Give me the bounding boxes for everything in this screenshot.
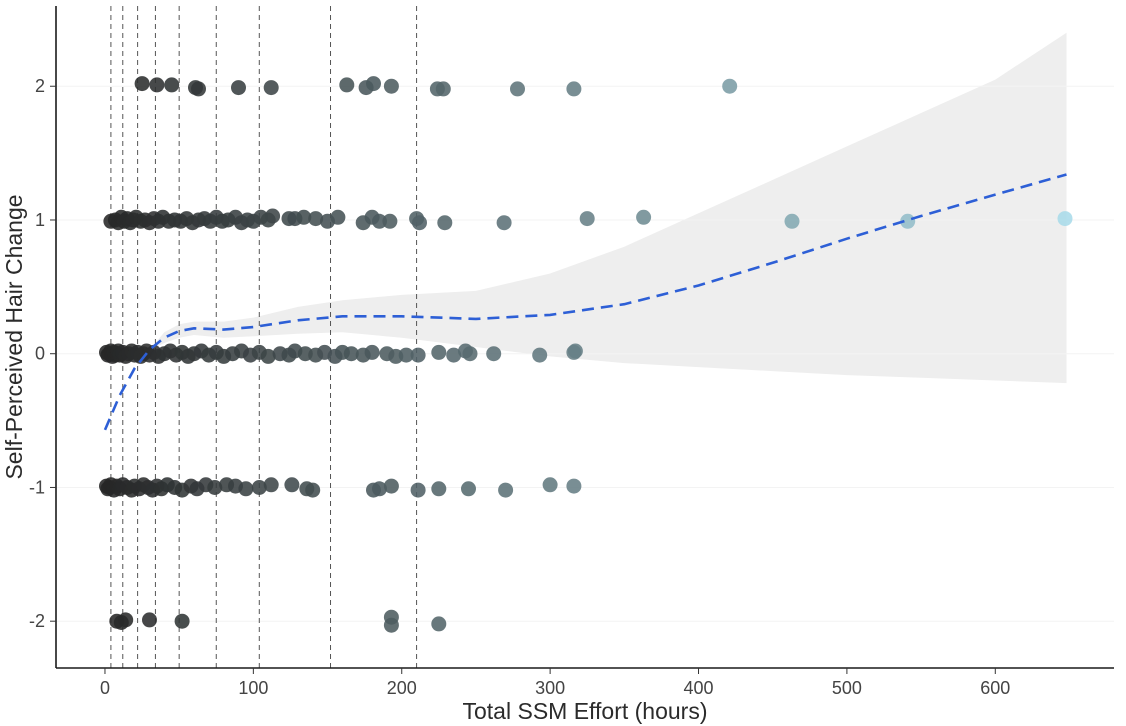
data-point (251, 480, 267, 495)
x-tick-label: 400 (683, 678, 713, 698)
data-point (164, 77, 180, 93)
data-point (446, 347, 462, 363)
data-point (496, 215, 512, 231)
data-point (437, 215, 453, 231)
data-point (174, 613, 190, 629)
data-point (305, 482, 321, 498)
data-point (372, 213, 387, 229)
data-point (383, 617, 399, 633)
data-point (238, 481, 254, 497)
data-point (296, 209, 312, 225)
data-point (532, 347, 548, 363)
y-ticks-layer: -2 -1 0 1 2 (29, 76, 56, 631)
x-axis-title: Total SSM Effort (hours) (463, 698, 708, 724)
data-point (149, 77, 165, 93)
data-point (118, 612, 134, 628)
data-point (134, 76, 150, 92)
x-tick-label: 600 (980, 678, 1010, 698)
data-point (542, 477, 558, 493)
x-tick-label: 0 (100, 678, 110, 698)
data-point (567, 343, 583, 359)
points-layer (99, 76, 1073, 633)
data-point (383, 478, 399, 494)
data-point (260, 348, 276, 364)
data-point (343, 346, 359, 362)
data-point (431, 481, 447, 497)
x-tick-label: 100 (238, 678, 268, 698)
data-point (364, 344, 380, 360)
smooth-line-layer (103, 173, 1067, 431)
reference-lines-layer (110, 6, 418, 668)
confidence-band-layer (105, 32, 1067, 430)
data-point (383, 78, 399, 94)
data-point (462, 346, 478, 362)
data-point (191, 81, 206, 97)
data-point (231, 80, 246, 96)
data-point (412, 215, 427, 231)
x-tick-label: 200 (387, 678, 417, 698)
data-point (308, 211, 324, 227)
data-point (410, 482, 426, 498)
data-point (722, 78, 738, 94)
data-point (431, 616, 447, 632)
smooth-line (103, 173, 1067, 431)
data-point (339, 77, 355, 93)
data-point (330, 209, 346, 225)
axes-layer (55, 6, 1114, 669)
data-point (636, 209, 652, 225)
data-point (486, 346, 502, 362)
data-point (784, 213, 800, 229)
x-ticks-layer: 0 100 200 300 400 500 600 (100, 668, 1010, 698)
y-axis-title: Self-Perceived Hair Change (1, 194, 27, 479)
data-point (1057, 211, 1073, 227)
data-point (263, 477, 279, 493)
data-point (579, 211, 595, 227)
data-point (382, 213, 398, 229)
data-point (372, 481, 387, 497)
x-tick-label: 300 (535, 678, 565, 698)
y-tick-label: -1 (29, 477, 45, 497)
data-point (498, 482, 514, 498)
y-tick-label: -2 (29, 611, 45, 631)
x-tick-label: 500 (832, 678, 862, 698)
data-point (431, 344, 447, 360)
data-point (566, 81, 582, 97)
y-tick-label: 2 (35, 76, 45, 96)
data-point (284, 477, 300, 493)
data-point (900, 213, 916, 229)
y-tick-label: 1 (35, 210, 45, 230)
data-point (142, 612, 157, 628)
data-point (461, 481, 476, 497)
data-point (510, 81, 525, 97)
data-point (207, 480, 223, 495)
data-point (398, 347, 414, 363)
y-tick-label: 0 (35, 344, 45, 364)
data-point (265, 208, 281, 224)
data-point (435, 81, 451, 97)
confidence-band (105, 32, 1067, 430)
data-point (410, 347, 426, 363)
data-point (366, 76, 381, 92)
data-point (263, 80, 279, 96)
data-point (566, 478, 582, 494)
